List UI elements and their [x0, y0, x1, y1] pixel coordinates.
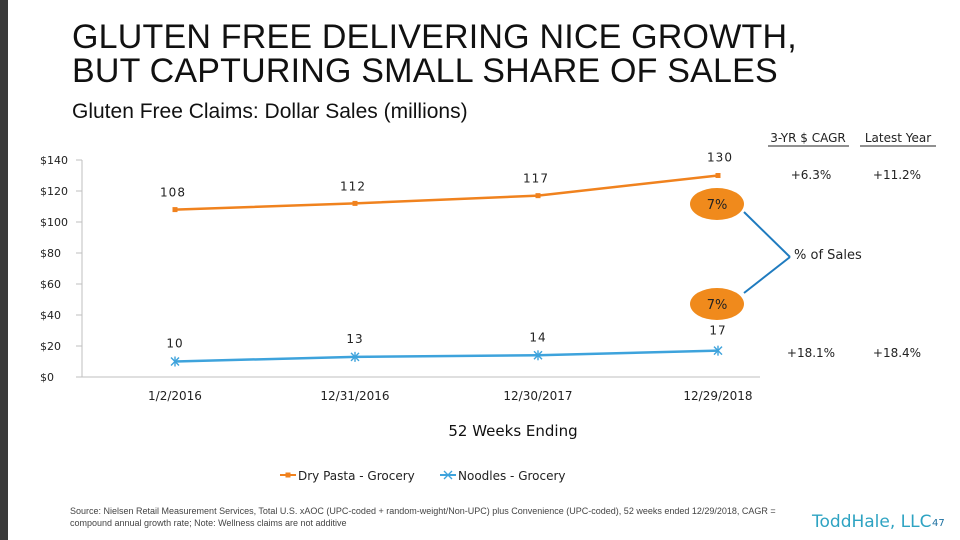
page-number: 47 [932, 518, 945, 529]
data-label: 108 [160, 186, 186, 200]
data-label: 17 [709, 324, 726, 338]
legend-swatch-marker [443, 470, 453, 480]
share-pointer-line [743, 211, 791, 258]
y-tick-label: $40 [40, 309, 61, 322]
data-point-marker [713, 345, 723, 356]
table-cell-cagr: +18.1% [787, 346, 835, 360]
data-point-marker [170, 356, 180, 367]
data-label: 10 [166, 337, 183, 351]
y-tick-label: $140 [40, 154, 68, 167]
x-tick-label: 12/31/2016 [320, 389, 389, 403]
share-bubble [690, 188, 744, 220]
chart-annotations: 7% 7% % of Sales [690, 188, 862, 320]
data-label: 130 [707, 151, 733, 165]
y-tick-label: $20 [40, 340, 61, 353]
y-tick-label: $100 [40, 216, 68, 229]
y-tick-label: $0 [40, 371, 54, 384]
y-tick-label: $80 [40, 247, 61, 260]
data-label: 13 [346, 332, 363, 346]
table-cell-latest: +18.4% [873, 346, 921, 360]
left-accent-bar [0, 0, 8, 540]
source-note: Source: Nielsen Retail Measurement Servi… [70, 506, 776, 528]
table-cell-cagr: +6.3% [791, 168, 832, 182]
chart-axes: $0 $20 $40 $60 $80 $100 $120 $140 1/2/2016 12/31/… [40, 154, 760, 440]
chart-legend: Dry Pasta - Grocery Noodles - Grocery [280, 469, 566, 483]
y-tick-label: $120 [40, 185, 68, 198]
slide-title: GLUTEN FREE DELIVERING NICE GROWTH, BUT … [72, 20, 797, 88]
marker-stroke [443, 470, 453, 480]
company-logo: ToddHale, LLC [812, 512, 932, 532]
slide-title-line-1: GLUTEN FREE DELIVERING NICE GROWTH, [72, 18, 797, 56]
data-point-marker [533, 350, 543, 361]
series-line-noodles [174, 349, 719, 363]
chart-data-labels: 108 112 117 130 10 13 14 17 [160, 151, 733, 351]
line-chart: $0 $20 $40 $60 $80 $100 $120 $140 1/2/2016 12/31/… [40, 131, 936, 483]
table-header-latest: Latest Year [865, 131, 931, 145]
legend-label: Dry Pasta - Grocery [298, 469, 415, 483]
chart-subtitle: Gluten Free Claims: Dollar Sales (millio… [72, 100, 468, 123]
series-line-dry-pasta [174, 174, 719, 211]
data-point-marker [352, 200, 358, 206]
x-axis-title: 52 Weeks Ending [448, 422, 577, 440]
share-label: % of Sales [794, 248, 862, 263]
data-label: 112 [340, 179, 366, 193]
table-cell-latest: +11.2% [873, 168, 921, 182]
data-point-marker [535, 193, 541, 199]
share-bubble-label: 7% [707, 298, 728, 313]
growth-table: 3-YR $ CAGR Latest Year +6.3% +11.2% +18.1% +… [768, 131, 936, 360]
legend-label: Noodles - Grocery [458, 469, 566, 483]
table-header-cagr: 3-YR $ CAGR [770, 131, 846, 145]
share-bubble [690, 288, 744, 320]
data-point-marker [350, 351, 360, 362]
slide-title-line-2: BUT CAPTURING SMALL SHARE OF SALES [72, 52, 778, 90]
legend-swatch-marker [285, 472, 291, 478]
x-tick-label: 12/29/2018 [683, 389, 752, 403]
share-pointer-line [743, 256, 791, 294]
chart-series [170, 173, 723, 367]
data-point-marker [715, 173, 721, 178]
share-bubble-label: 7% [707, 198, 728, 213]
data-point-marker [172, 207, 178, 213]
x-tick-label: 1/2/2016 [148, 389, 202, 403]
data-label: 14 [529, 330, 546, 344]
data-label: 117 [523, 172, 549, 186]
x-tick-label: 12/30/2017 [503, 389, 572, 403]
y-tick-label: $60 [40, 278, 61, 291]
